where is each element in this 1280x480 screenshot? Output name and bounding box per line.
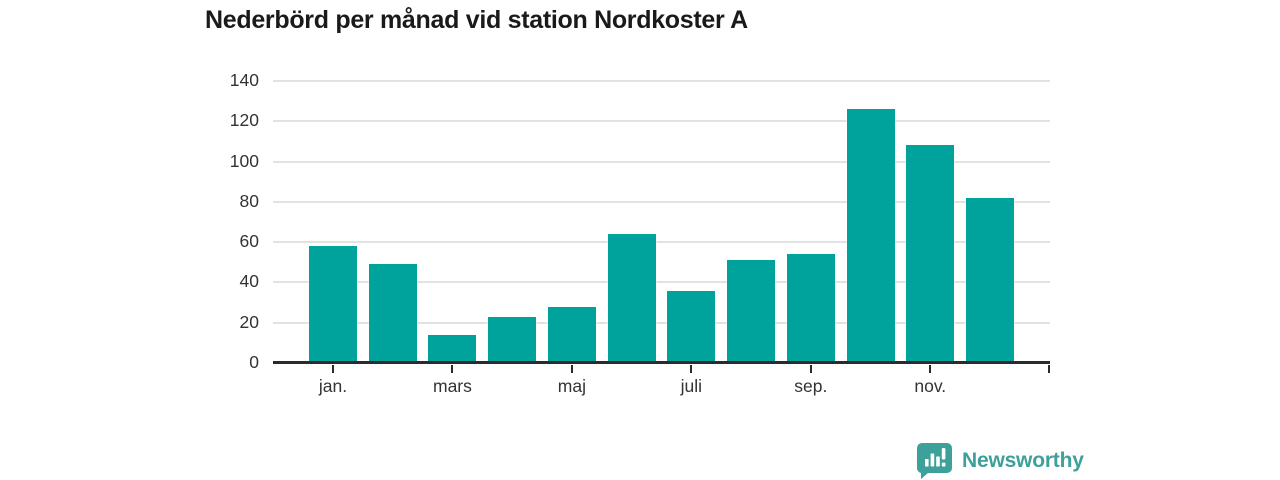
gridline-y-100 — [273, 160, 1050, 163]
newsworthy-logo-icon — [917, 443, 952, 479]
y-axis-tick-label: 60 — [239, 231, 259, 252]
y-axis-tick-label: 0 — [249, 352, 259, 372]
gridline-y-120 — [273, 120, 1050, 123]
gridline-y-60 — [273, 241, 1050, 244]
y-axis-tick-label: 40 — [239, 271, 259, 292]
x-axis-tick — [570, 365, 573, 373]
x-axis-tick — [332, 365, 334, 373]
bar-juni — [607, 234, 656, 363]
bar-dec. — [966, 197, 1014, 363]
plot-area: 0 20 40 60 80 100 120 140 jan. mars maj juli sep. nov… — [230, 70, 1050, 396]
gridline-y-20 — [273, 321, 1050, 324]
x-axis-tick — [809, 365, 812, 373]
y-axis-tick-label: 140 — [229, 70, 259, 90]
x-axis-tick — [451, 365, 454, 373]
logo-exclamation-stroke — [941, 448, 946, 460]
x-axis-tick — [929, 365, 932, 373]
bar-okt. — [846, 109, 895, 363]
bar-mars — [428, 334, 477, 363]
newsworthy-logo: Newsworthy — [916, 443, 1084, 479]
bar-jan. — [309, 246, 357, 363]
x-axis-end-tick — [1048, 365, 1050, 373]
logo-bar-medium — [936, 456, 940, 467]
gridline-y-140 — [273, 80, 1050, 82]
gridline-y-40 — [273, 281, 1050, 284]
gridline-y-80 — [273, 200, 1050, 203]
y-axis-tick-label: 80 — [239, 190, 259, 211]
bar-feb. — [368, 264, 417, 363]
bar-nov. — [906, 145, 955, 363]
x-axis-tick-label: jan. — [318, 376, 348, 396]
y-axis-tick-label: 120 — [229, 110, 259, 131]
x-axis-tick-label: juli — [680, 376, 703, 396]
y-axis-tick-label: 100 — [229, 150, 259, 171]
x-axis-tick-label: sep. — [794, 376, 828, 396]
logo-exclamation-dot — [941, 462, 946, 467]
chart-title: Nederbörd per månad vid station Nordkost… — [205, 6, 748, 34]
x-axis-line — [273, 361, 1050, 364]
bar-sep. — [786, 254, 835, 363]
y-axis-tick-label: 20 — [239, 311, 259, 332]
x-axis-tick-label: mars — [433, 376, 472, 396]
bar-juli — [667, 290, 716, 363]
x-axis-tick — [690, 365, 693, 373]
newsworthy-logo-text: Newsworthy — [962, 449, 1084, 472]
x-axis-tick-label: maj — [557, 376, 586, 396]
x-axis-tick-label: nov. — [914, 376, 947, 396]
bar-apr. — [488, 316, 537, 363]
logo-bar-small — [925, 459, 929, 467]
bar-maj — [547, 306, 596, 363]
bar-aug. — [727, 260, 776, 363]
logo-bar-tall — [930, 453, 935, 467]
